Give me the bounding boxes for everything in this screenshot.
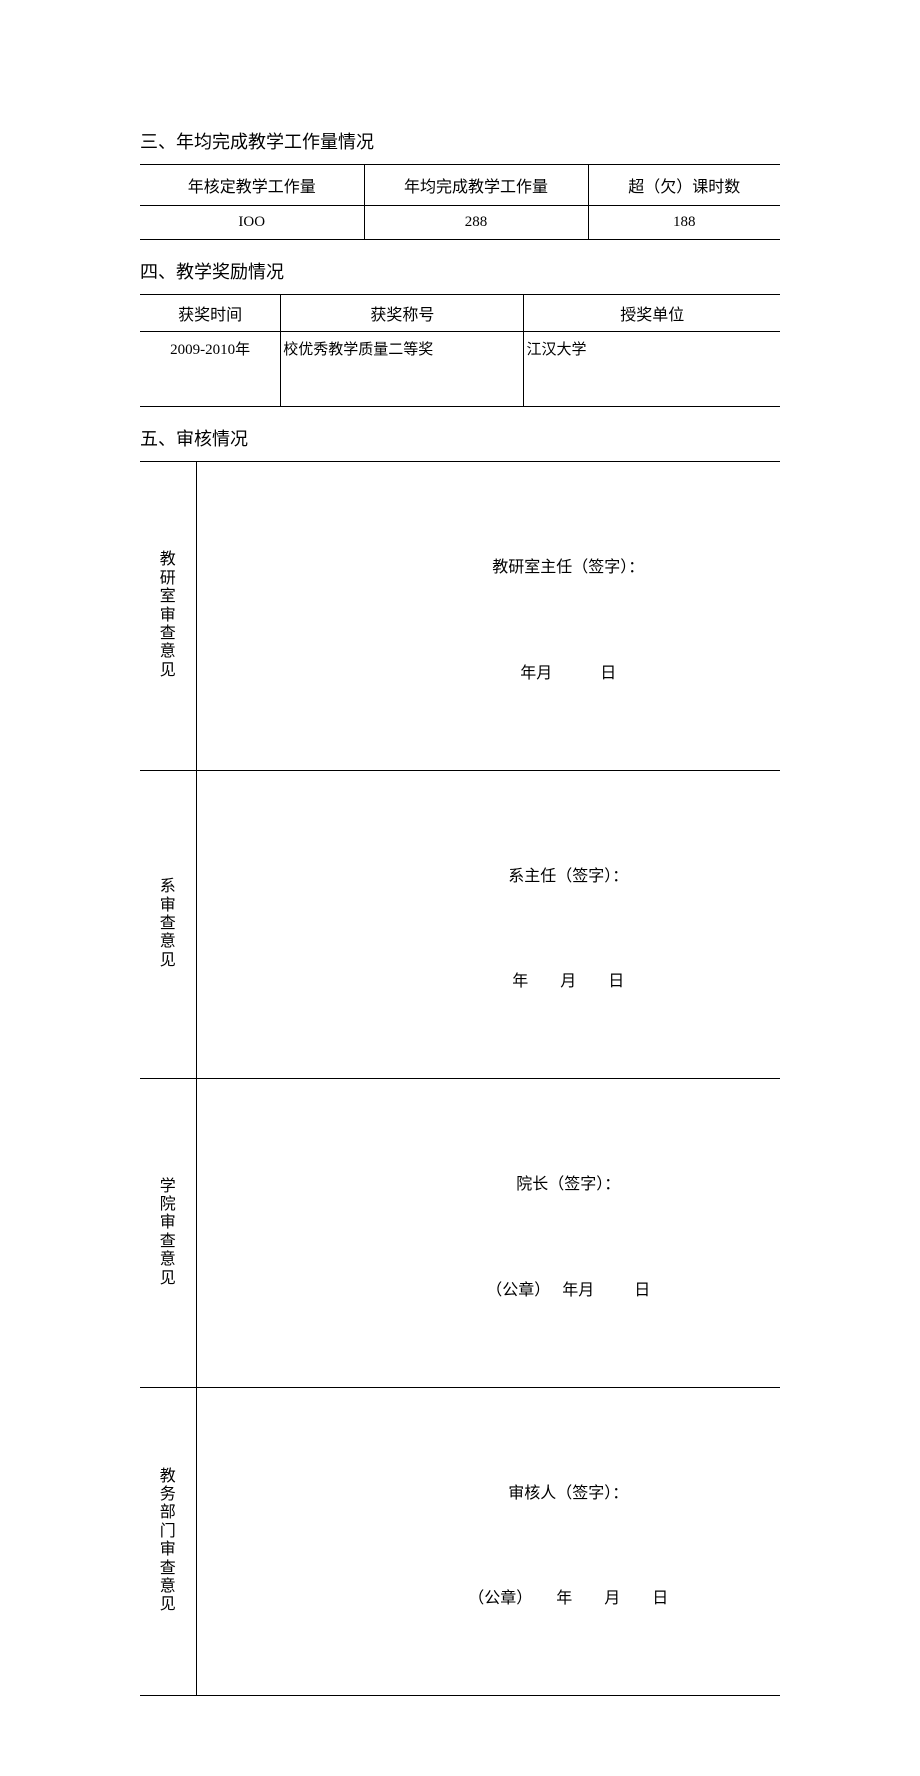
review-label: 学院审查意见 — [140, 1079, 196, 1388]
review-row: 教研室审查意见 教研室主任（签字）： 年月 日 — [140, 462, 780, 771]
review-content: 审核人（签字）： （公章） 年 月 日 — [196, 1387, 780, 1696]
review-row: 系审查意见 系主任（签字）： 年 月 日 — [140, 770, 780, 1079]
vertical-label: 系审查意见 — [159, 878, 177, 970]
table-header-row: 获奖时间 获奖称号 授奖单位 — [140, 295, 780, 332]
col-header: 年核定教学工作量 — [140, 165, 364, 206]
review-row: 教务部门审查意见 审核人（签字）： （公章） 年 月 日 — [140, 1387, 780, 1696]
col-header: 年均完成教学工作量 — [364, 165, 588, 206]
cell: 2009-2010年 — [140, 332, 281, 407]
signature-line: 院长（签字）： — [363, 1167, 775, 1202]
cell: 校优秀教学质量二等奖 — [281, 332, 524, 407]
table-header-row: 年核定教学工作量 年均完成教学工作量 超（欠）课时数 — [140, 165, 780, 206]
cell: IOO — [140, 206, 364, 240]
vertical-label: 教研室审查意见 — [159, 551, 177, 680]
review-label: 教务部门审查意见 — [140, 1387, 196, 1696]
col-header: 超（欠）课时数 — [588, 165, 780, 206]
date-line: （公章） 年月 日 — [363, 1273, 775, 1308]
cell: 288 — [364, 206, 588, 240]
workload-table: 年核定教学工作量 年均完成教学工作量 超（欠）课时数 IOO 288 188 — [140, 164, 780, 240]
table-row: IOO 288 188 — [140, 206, 780, 240]
date-line: 年 月 日 — [363, 964, 775, 999]
col-header: 获奖称号 — [281, 295, 524, 332]
table-row: 2009-2010年 校优秀教学质量二等奖 江汉大学 — [140, 332, 780, 407]
section4-title: 四、教学奖励情况 — [140, 258, 780, 284]
signature-line: 教研室主任（签字）： — [363, 550, 775, 585]
col-header: 授奖单位 — [524, 295, 780, 332]
review-table: 教研室审查意见 教研室主任（签字）： 年月 日 系审查意见 系主任（签字）： 年… — [140, 461, 780, 1696]
vertical-label: 学院审查意见 — [159, 1178, 177, 1288]
signature-line: 审核人（签字）： — [363, 1476, 775, 1511]
date-line: （公章） 年 月 日 — [363, 1581, 775, 1616]
review-label: 系审查意见 — [140, 770, 196, 1079]
review-content: 系主任（签字）： 年 月 日 — [196, 770, 780, 1079]
review-label: 教研室审查意见 — [140, 462, 196, 771]
col-header: 获奖时间 — [140, 295, 281, 332]
signature-line: 系主任（签字）： — [363, 859, 775, 894]
section3-title: 三、年均完成教学工作量情况 — [140, 128, 780, 154]
vertical-label: 教务部门审查意见 — [159, 1468, 177, 1615]
cell: 188 — [588, 206, 780, 240]
award-table: 获奖时间 获奖称号 授奖单位 2009-2010年 校优秀教学质量二等奖 江汉大… — [140, 294, 780, 407]
review-content: 院长（签字）： （公章） 年月 日 — [196, 1079, 780, 1388]
review-row: 学院审查意见 院长（签字）： （公章） 年月 日 — [140, 1079, 780, 1388]
review-content: 教研室主任（签字）： 年月 日 — [196, 462, 780, 771]
section5-title: 五、审核情况 — [140, 425, 780, 451]
date-line: 年月 日 — [363, 656, 775, 691]
cell: 江汉大学 — [524, 332, 780, 407]
